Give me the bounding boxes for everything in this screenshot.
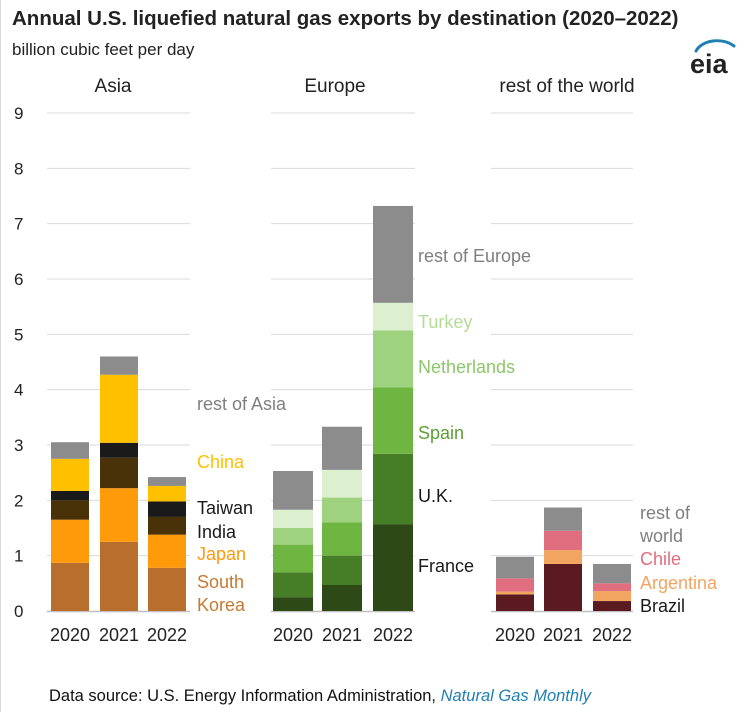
bar-segment	[593, 601, 631, 611]
bar-segment	[100, 488, 138, 542]
bar-segment	[373, 453, 413, 525]
series-label: Spain	[418, 423, 464, 443]
bar-segment	[322, 584, 362, 611]
bar-segment	[100, 457, 138, 489]
series-label: Turkey	[418, 312, 472, 332]
bar-segment	[544, 507, 582, 531]
source-link[interactable]: Natural Gas Monthly	[440, 687, 591, 705]
panel-title: rest of the world	[499, 76, 634, 97]
series-label: Japan	[197, 544, 246, 564]
y-tick-label: 7	[14, 215, 23, 234]
bar-segment	[593, 563, 631, 584]
series-label: Korea	[197, 595, 246, 615]
bar-segment	[148, 485, 186, 502]
bar-segment	[544, 530, 582, 551]
panel-title: Europe	[304, 76, 365, 97]
bar-segment	[51, 458, 89, 491]
x-tick-label: 2021	[99, 625, 139, 645]
bar-segment	[322, 426, 362, 470]
bar-segment	[100, 356, 138, 375]
bar-segment	[273, 471, 313, 510]
eia-logo: eia	[688, 34, 740, 79]
bar-segment	[100, 374, 138, 443]
x-tick-label: 2021	[543, 625, 583, 645]
bar-segment	[322, 555, 362, 585]
x-tick-label: 2022	[592, 625, 632, 645]
bar-segment	[322, 469, 362, 498]
series-label: Brazil	[640, 596, 685, 616]
bar-segment	[322, 522, 362, 556]
bar-segment	[273, 509, 313, 528]
bar-segment	[51, 442, 89, 459]
series-label: India	[197, 522, 237, 542]
bar-segment	[373, 524, 413, 611]
y-tick-label: 0	[14, 602, 23, 621]
y-tick-label: 1	[14, 547, 23, 566]
y-tick-label: 4	[14, 381, 23, 400]
bar-segment	[100, 541, 138, 611]
series-label: South	[197, 572, 244, 592]
series-label: Netherlands	[418, 357, 515, 377]
series-label: rest of Europe	[418, 246, 531, 266]
x-tick-label: 2020	[273, 625, 313, 645]
bar-segment	[496, 556, 534, 579]
panel-title: Asia	[95, 76, 132, 97]
bar-segment	[373, 330, 413, 388]
bar-segment	[593, 583, 631, 592]
y-tick-label: 6	[14, 270, 23, 289]
y-tick-label: 9	[14, 104, 23, 123]
x-tick-label: 2022	[147, 625, 187, 645]
bar-segment	[373, 205, 413, 303]
chart-subtitle: billion cubic feet per day	[12, 40, 195, 59]
x-tick-label: 2020	[495, 625, 535, 645]
bar-segment	[148, 516, 186, 535]
bar-segment	[273, 528, 313, 545]
bar-segment	[148, 567, 186, 611]
bar-segment	[373, 302, 413, 331]
bar-segment	[51, 562, 89, 611]
bar-segment	[373, 387, 413, 454]
y-tick-label: 2	[14, 491, 23, 510]
bar-segment	[51, 500, 89, 520]
bar-segment	[544, 563, 582, 611]
bar-segment	[51, 519, 89, 563]
bar-segment	[593, 591, 631, 602]
series-label: rest of Asia	[197, 394, 287, 414]
series-label: world	[639, 526, 683, 546]
x-tick-label: 2021	[322, 625, 362, 645]
bar-segment	[148, 477, 186, 486]
bar-segment	[273, 597, 313, 611]
x-tick-label: 2020	[50, 625, 90, 645]
bar-segment	[496, 578, 534, 592]
series-label: China	[197, 452, 245, 472]
series-label: Chile	[640, 549, 681, 569]
bar-segment	[496, 594, 534, 611]
series-label: France	[418, 556, 474, 576]
bar-segment	[544, 550, 582, 564]
left-border	[0, 0, 1, 712]
series-label: Argentina	[640, 573, 718, 593]
svg-text:eia: eia	[690, 49, 729, 78]
series-label: Taiwan	[197, 498, 253, 518]
y-tick-label: 3	[14, 436, 23, 455]
bar-segment	[273, 572, 313, 598]
bar-segment	[148, 501, 186, 517]
bar-segment	[273, 544, 313, 573]
bar-segment	[51, 490, 89, 501]
data-source: Data source: U.S. Energy Information Adm…	[49, 687, 591, 706]
bar-segment	[148, 534, 186, 568]
source-prefix: Data source: U.S. Energy Information Adm…	[49, 687, 441, 705]
x-tick-label: 2022	[373, 625, 413, 645]
y-tick-label: 8	[14, 159, 23, 178]
y-tick-label: 5	[14, 325, 23, 344]
bar-segment	[496, 591, 534, 595]
series-label: rest of	[640, 503, 691, 523]
series-label: U.K.	[418, 486, 453, 506]
bar-segment	[322, 497, 362, 523]
bar-segment	[100, 442, 138, 458]
chart-title: Annual U.S. liquefied natural gas export…	[12, 7, 679, 30]
